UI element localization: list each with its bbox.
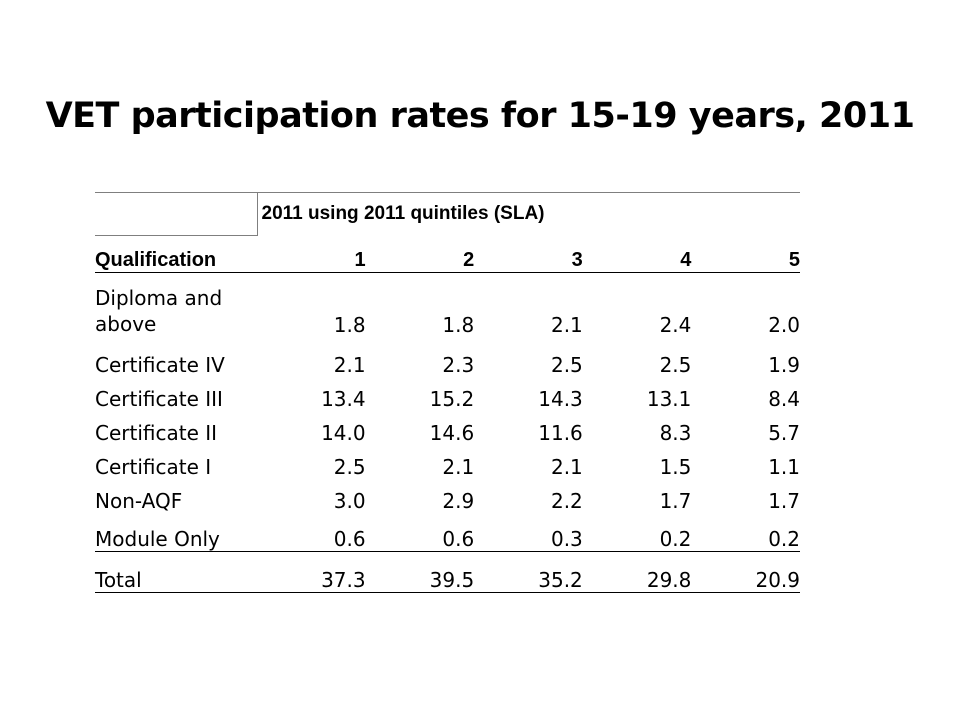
table-cell: 1.1 <box>768 455 800 479</box>
table-cell: 1.7 <box>659 489 692 513</box>
table-total-row: Total 37.3 39.5 35.2 29.8 20.9 <box>95 551 800 593</box>
row-label: Diploma and above <box>95 286 223 336</box>
table-cell: 13.1 <box>646 387 692 411</box>
table-cell: 29.8 <box>582 551 692 593</box>
table-cell: 5.7 <box>768 421 800 445</box>
table-cell: 0.6 <box>333 527 366 551</box>
row-label: Certificate II <box>95 421 218 445</box>
table-cell: 2.5 <box>550 353 583 377</box>
table-cell: 3.0 <box>333 489 366 513</box>
table-cell: 0.2 <box>768 527 800 551</box>
table-cell: 2.0 <box>768 313 800 337</box>
row-label: Total <box>95 551 257 593</box>
table-cell: 35.2 <box>474 551 583 593</box>
table-row: Certificate II 14.0 14.6 11.6 8.3 5.7 <box>95 411 800 445</box>
table-cell: 1.5 <box>659 455 692 479</box>
table-cell: 2.5 <box>333 455 366 479</box>
column-header-qualification: Qualification <box>95 235 257 273</box>
table-cell: 14.0 <box>321 421 366 445</box>
table-cell: 39.5 <box>365 551 475 593</box>
table-cell: 1.8 <box>442 313 475 337</box>
column-header-quintile-2: 2 <box>365 235 475 273</box>
table-cell: 20.9 <box>691 551 800 593</box>
table-span-header-row: 2011 using 2011 quintiles (SLA) <box>95 192 800 236</box>
blank-header-cell <box>95 192 258 236</box>
table-cell: 15.2 <box>429 387 475 411</box>
table-row: Certificate I 2.5 2.1 2.1 1.5 1.1 <box>95 445 800 479</box>
table-cell: 2.1 <box>550 455 583 479</box>
row-label: Certificate IV <box>95 353 225 377</box>
table-row: Non-AQF 3.0 2.9 2.2 1.7 1.7 <box>95 479 800 513</box>
column-header-quintile-5: 5 <box>691 235 800 273</box>
table-cell: 1.7 <box>768 489 800 513</box>
table-cell: 1.9 <box>768 353 800 377</box>
table-cell: 11.6 <box>538 421 583 445</box>
table-column-header-row: Qualification 1 2 3 4 5 <box>95 235 800 273</box>
table-cell: 1.8 <box>333 313 366 337</box>
column-header-quintile-1: 1 <box>257 235 366 273</box>
table-row: Certificate IV 2.1 2.3 2.5 2.5 1.9 <box>95 343 800 377</box>
table-cell: 14.3 <box>538 387 583 411</box>
table-row: Certificate III 13.4 15.2 14.3 13.1 8.4 <box>95 377 800 411</box>
table-cell: 8.4 <box>768 387 800 411</box>
row-label: Certificate III <box>95 387 223 411</box>
table-cell: 2.1 <box>442 455 475 479</box>
slide-title: VET participation rates for 15-19 years,… <box>45 96 915 136</box>
table-cell: 0.2 <box>659 527 692 551</box>
table-cell: 2.1 <box>333 353 366 377</box>
row-label: Module Only <box>95 527 220 551</box>
table-cell: 2.4 <box>659 313 692 337</box>
table-cell: 14.6 <box>429 421 475 445</box>
table-cell: 2.2 <box>550 489 583 513</box>
row-label: Certificate I <box>95 455 212 479</box>
quintile-span-header: 2011 using 2011 quintiles (SLA) <box>257 192 800 236</box>
table-cell: 0.3 <box>550 527 583 551</box>
table-cell: 2.3 <box>442 353 475 377</box>
participation-table: 2011 using 2011 quintiles (SLA) Qualific… <box>95 192 800 593</box>
table-cell: 2.1 <box>550 313 583 337</box>
column-header-quintile-3: 3 <box>474 235 583 273</box>
column-header-quintile-4: 4 <box>582 235 692 273</box>
table-cell: 37.3 <box>257 551 366 593</box>
table-cell: 2.5 <box>659 353 692 377</box>
table-cell: 0.6 <box>442 527 475 551</box>
row-label: Non-AQF <box>95 489 183 513</box>
table-cell: 13.4 <box>321 387 366 411</box>
table-row: Module Only 0.6 0.6 0.3 0.2 0.2 <box>95 513 800 552</box>
table-row: Diploma and above 1.8 1.8 2.1 2.4 2.0 <box>95 273 800 344</box>
table-cell: 8.3 <box>659 421 692 445</box>
table-cell: 2.9 <box>442 489 475 513</box>
